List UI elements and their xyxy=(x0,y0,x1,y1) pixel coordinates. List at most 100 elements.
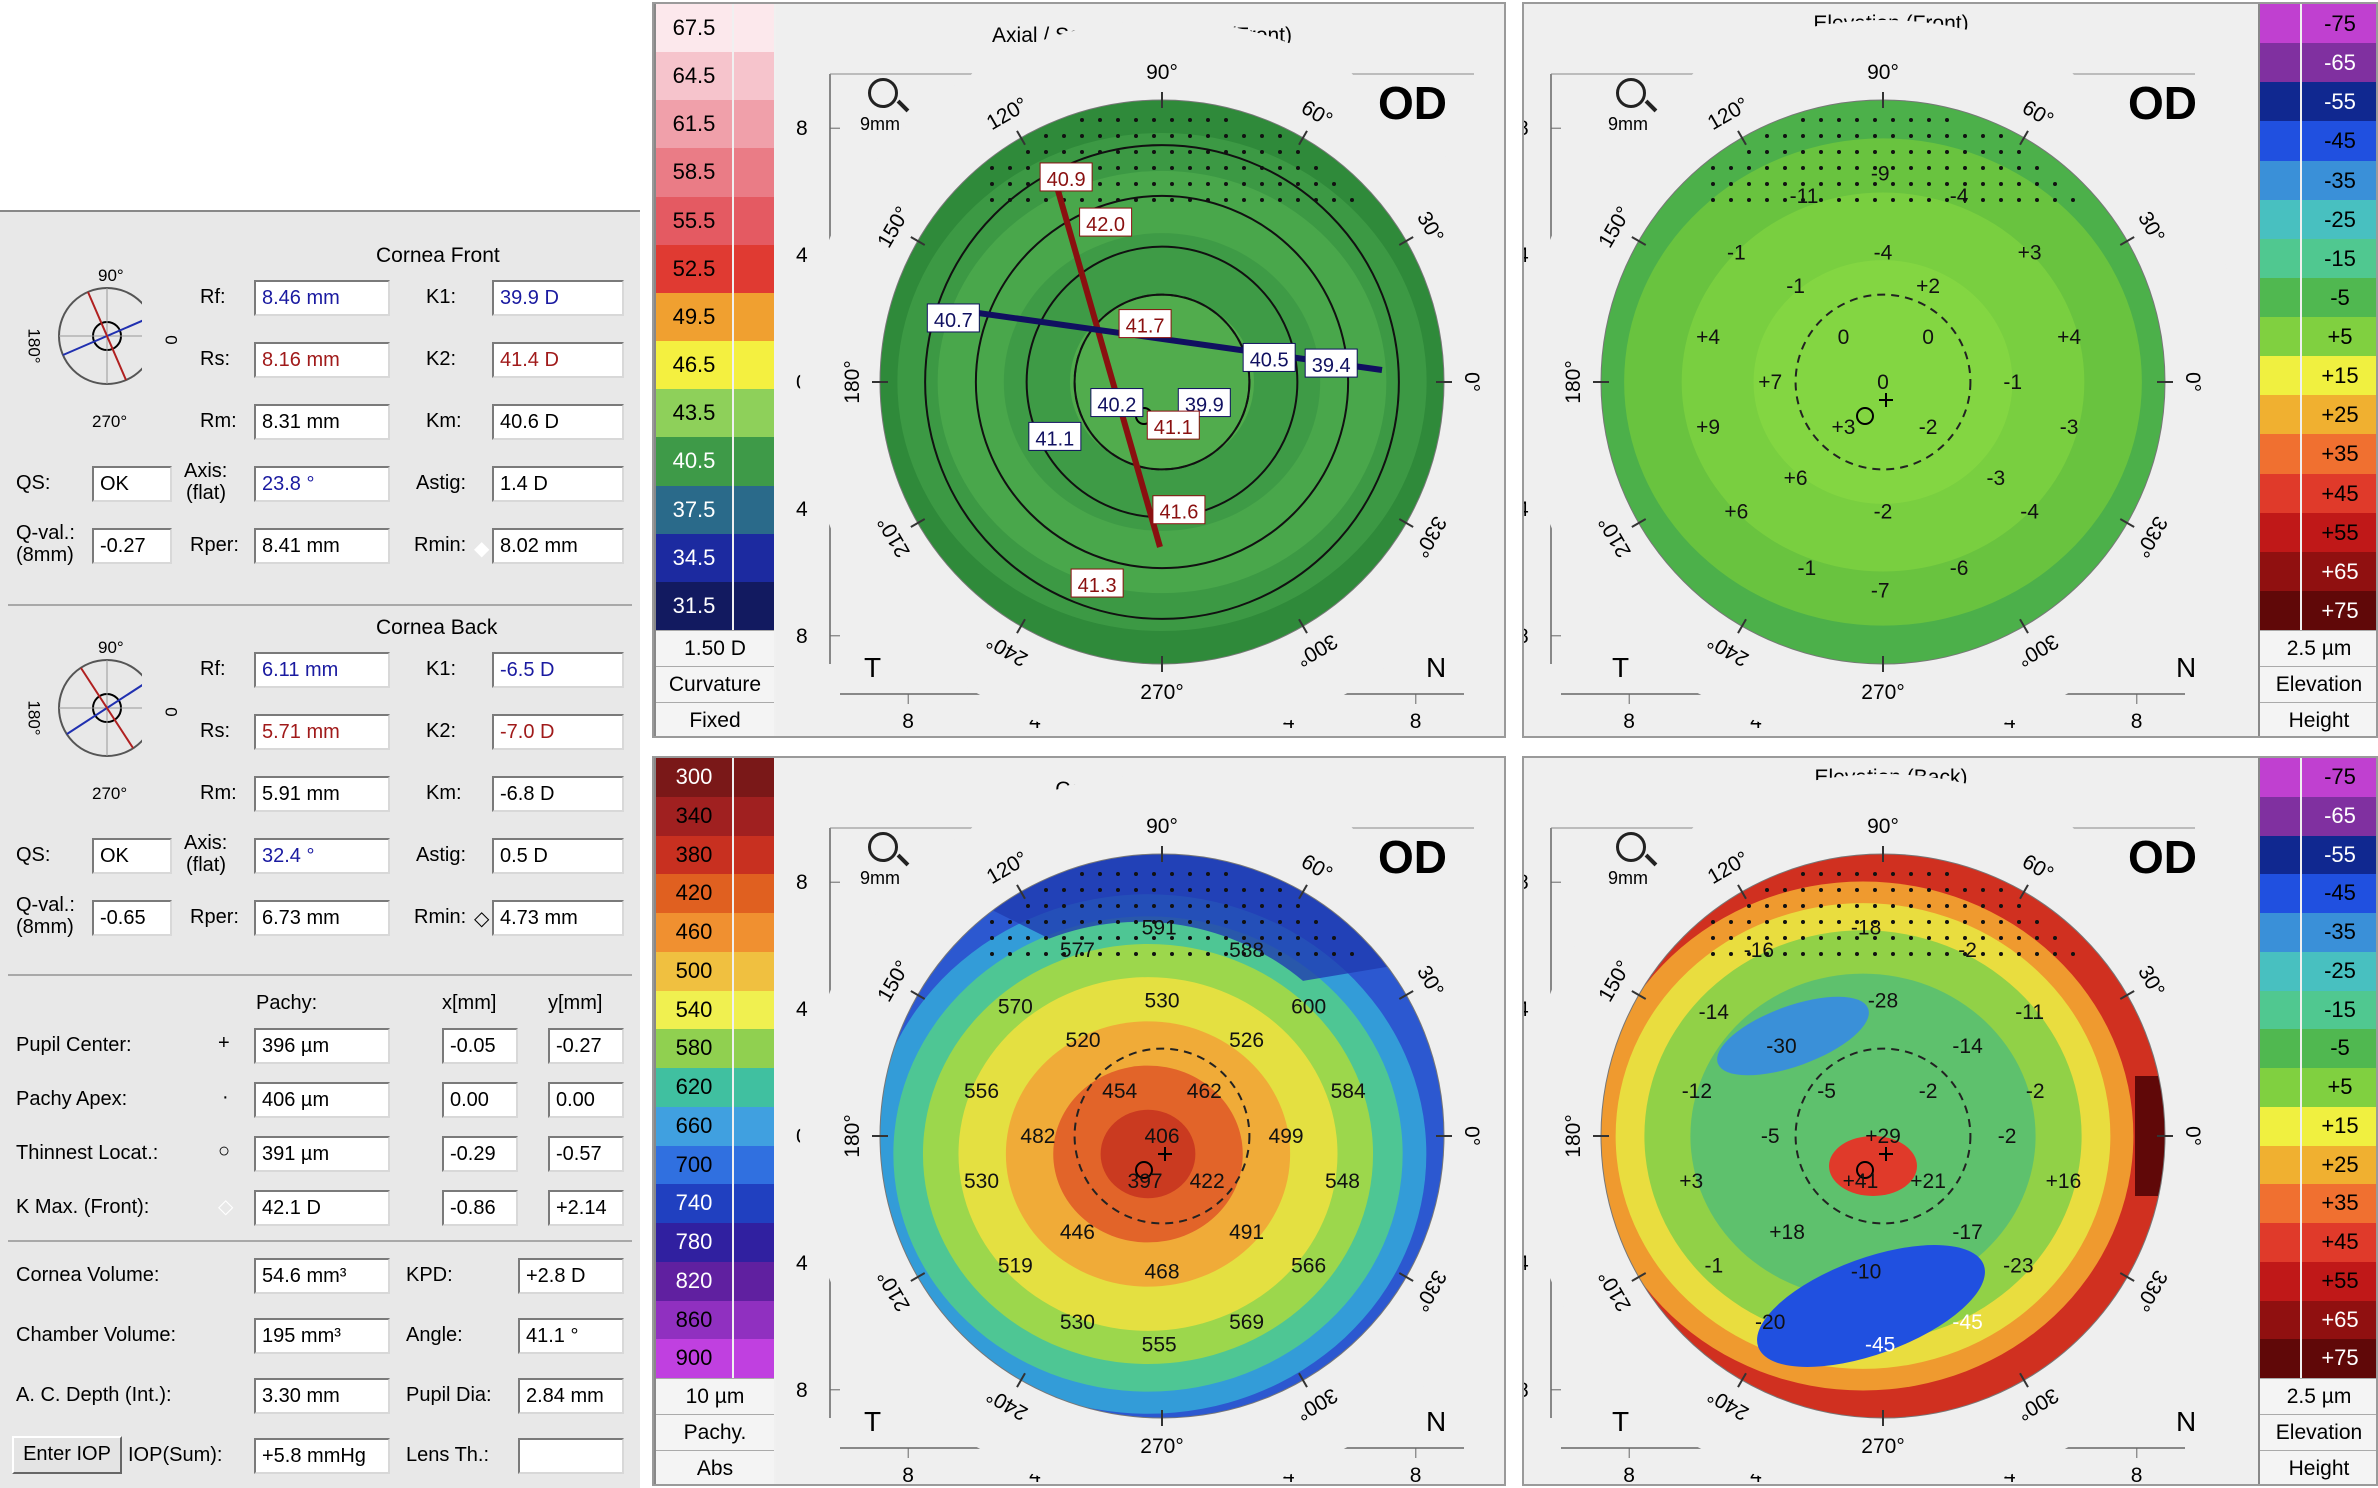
scale-value: 55.5 xyxy=(656,196,732,245)
rm-field[interactable]: 8.31 mm xyxy=(254,404,390,440)
pachy-apex-y-field[interactable]: 0.00 xyxy=(548,1082,624,1118)
k-max-pachy-field[interactable]: 42.1 D xyxy=(254,1190,390,1226)
data-dot xyxy=(1080,118,1084,122)
magnifier-icon[interactable] xyxy=(868,832,898,862)
corneal-map-elev-back[interactable]: 840488404890°60°30°0°330°300°270°240°210… xyxy=(1524,758,2258,1486)
data-dot xyxy=(1206,936,1210,940)
km-field[interactable]: -6.8 D xyxy=(492,776,624,812)
k1-field[interactable]: -6.5 D xyxy=(492,652,624,688)
thinnest-locat-y-field[interactable]: -0.57 xyxy=(548,1136,624,1172)
data-dot xyxy=(1801,118,1805,122)
data-dot xyxy=(1296,150,1300,154)
map-value: +4 xyxy=(1696,326,1720,349)
enter-iop-button[interactable]: Enter IOP xyxy=(12,1436,122,1474)
data-dot xyxy=(1278,182,1282,186)
rs-field[interactable]: 5.71 mm xyxy=(254,714,390,750)
scale-value: -15 xyxy=(2302,990,2376,1030)
astig-field[interactable]: 0.5 D xyxy=(492,838,624,874)
map-value: +21 xyxy=(1910,1170,1946,1193)
scale-swatch xyxy=(734,758,774,798)
magnifier-icon[interactable] xyxy=(868,78,898,108)
cornea-back-section: Cornea Back 90° 180° 0 270° Rf: 6.11 mm … xyxy=(4,584,636,968)
data-dot xyxy=(1891,920,1895,924)
axis-field[interactable]: 23.8 ° xyxy=(254,466,390,502)
astig-field[interactable]: 1.4 D xyxy=(492,466,624,502)
data-dot xyxy=(1873,936,1877,940)
pupil-dia-field[interactable]: 2.84 mm xyxy=(518,1378,624,1414)
scale-value: -25 xyxy=(2302,199,2376,239)
data-dot xyxy=(1188,888,1192,892)
qval-field[interactable]: -0.27 xyxy=(92,528,172,564)
iop-field[interactable]: +5.8 mmHg xyxy=(254,1438,390,1474)
qval-field[interactable]: -0.65 xyxy=(92,900,172,936)
curvature-value-box xyxy=(1028,421,1082,451)
rm-field[interactable]: 5.91 mm xyxy=(254,776,390,812)
angle-field[interactable]: 41.1 ° xyxy=(518,1318,624,1354)
k2-field[interactable]: -7.0 D xyxy=(492,714,624,750)
data-dot xyxy=(1008,182,1012,186)
map-value: 454 xyxy=(1102,1080,1137,1103)
angle-label: 270° xyxy=(1861,681,1904,704)
chamber-volume-field[interactable]: 195 mm³ xyxy=(254,1318,390,1354)
data-dot xyxy=(1927,936,1931,940)
thinnest-locat-pachy-field[interactable]: 391 µm xyxy=(254,1136,390,1172)
rper-field[interactable]: 6.73 mm xyxy=(254,900,390,936)
map-value: 468 xyxy=(1144,1260,1179,1283)
data-dot xyxy=(1242,182,1246,186)
data-dot xyxy=(1188,182,1192,186)
pupil-center-pachy-field[interactable]: 396 µm xyxy=(254,1028,390,1064)
magnifier-icon[interactable] xyxy=(1616,832,1646,862)
scale-swatch xyxy=(2260,121,2300,162)
rmin-field[interactable]: 4.73 mm xyxy=(492,900,624,936)
rf-field[interactable]: 8.46 mm xyxy=(254,280,390,316)
magnifier-icon[interactable] xyxy=(1616,78,1646,108)
qs-field[interactable]: OK xyxy=(92,838,172,874)
map-value: -45 xyxy=(1952,1311,1982,1334)
cornea-front-section: Cornea Front 90° 180° 0 270° Rf: 8.46 mm… xyxy=(4,212,636,596)
data-dot xyxy=(1765,198,1769,202)
scale-swatch xyxy=(734,990,774,1031)
dial-label-left: 180° xyxy=(24,328,44,364)
data-dot xyxy=(990,198,994,202)
rper-field[interactable]: 8.41 mm xyxy=(254,528,390,564)
scale-value: 34.5 xyxy=(656,533,732,582)
data-dot xyxy=(1278,134,1282,138)
data-dot xyxy=(1008,936,1012,940)
scale-value: +35 xyxy=(2302,1184,2376,1223)
map-value: 0 xyxy=(1922,326,1934,349)
km-field[interactable]: 40.6 D xyxy=(492,404,624,440)
pupil-center-y-field[interactable]: -0.27 xyxy=(548,1028,624,1064)
data-dot xyxy=(1080,150,1084,154)
scale-value: -55 xyxy=(2302,82,2376,122)
axis-field[interactable]: 32.4 ° xyxy=(254,838,390,874)
corneal-map-elev-front[interactable]: 840488404890°60°30°0°330°300°270°240°210… xyxy=(1524,4,2258,738)
data-dot xyxy=(1026,198,1030,202)
scale-value: 64.5 xyxy=(656,52,732,101)
k-max-x-field[interactable]: -0.86 xyxy=(442,1190,518,1226)
scale-value: -15 xyxy=(2302,238,2376,278)
pachy-apex-pachy-field[interactable]: 406 µm xyxy=(254,1082,390,1118)
data-dot xyxy=(1891,134,1895,138)
k1-field[interactable]: 39.9 D xyxy=(492,280,624,316)
dial-label-right: 0 xyxy=(161,335,181,345)
rs-field[interactable]: 8.16 mm xyxy=(254,342,390,378)
k-max-y-field[interactable]: +2.14 xyxy=(548,1190,624,1226)
pupil-center-x-field[interactable]: -0.05 xyxy=(442,1028,518,1064)
kpd-field[interactable]: +2.8 D xyxy=(518,1258,624,1294)
cornea-volume-field[interactable]: 54.6 mm³ xyxy=(254,1258,390,1294)
scale-value: 52.5 xyxy=(656,244,732,293)
data-dot xyxy=(1999,920,2003,924)
k2-field[interactable]: 41.4 D xyxy=(492,342,624,378)
ac-depth-field[interactable]: 3.30 mm xyxy=(254,1378,390,1414)
qs-field[interactable]: OK xyxy=(92,466,172,502)
thinnest-locat-x-field[interactable]: -0.29 xyxy=(442,1136,518,1172)
rmin-field[interactable]: 8.02 mm xyxy=(492,528,624,564)
curvature-value: 41.1 xyxy=(1035,428,1074,450)
rf-field[interactable]: 6.11 mm xyxy=(254,652,390,688)
lens-field[interactable] xyxy=(518,1438,624,1474)
k-max-symbol: ◇ xyxy=(218,1196,234,1218)
data-dot xyxy=(1332,952,1336,956)
pachy-apex-x-field[interactable]: 0.00 xyxy=(442,1082,518,1118)
